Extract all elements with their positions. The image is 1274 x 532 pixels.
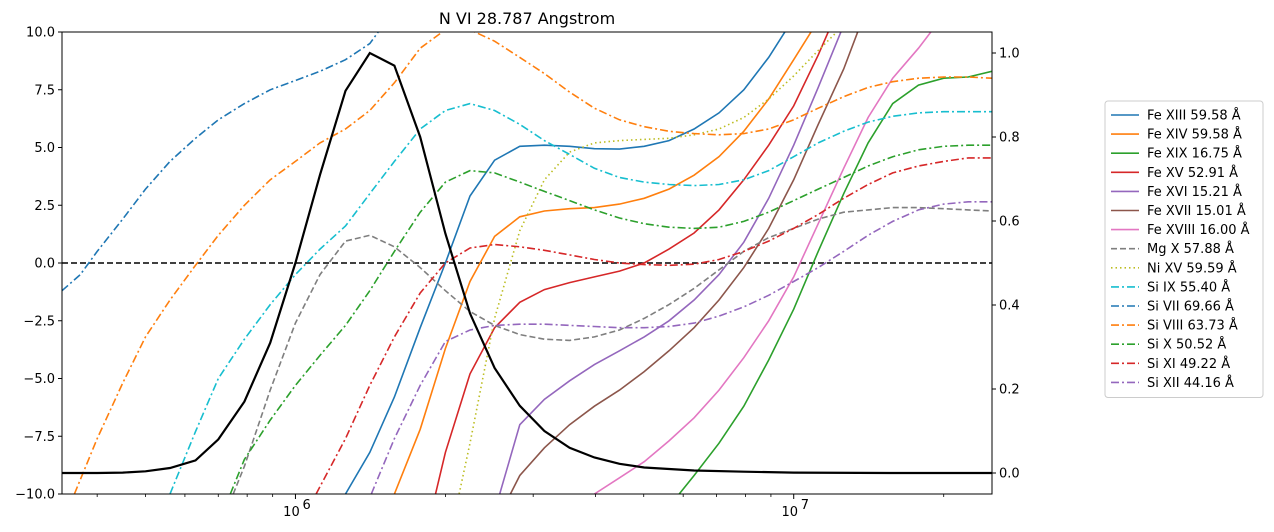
y-left-tick-label: −10.0 [15,488,55,503]
legend-label: Fe XIII 59.58 Å [1147,108,1241,124]
legend-label: Fe XVII 15.01 Å [1147,203,1246,219]
legend-entry: Fe XIII 59.58 Å [1111,108,1241,124]
series-line-2 [678,70,992,494]
legend-entry: Si VIII 63.73 Å [1111,318,1238,334]
y-right-tick-label: 0.0 [999,467,1020,482]
series-line-10 [62,32,380,292]
legend-entry: Si VII 69.66 Å [1111,299,1234,315]
legend-label: Fe XIV 59.58 Å [1147,127,1242,143]
y-left-tick-label: 0.0 [34,257,55,272]
legend-entry: Si XI 49.22 Å [1111,356,1230,372]
series-line-13 [315,157,992,494]
legend-label: Si IX 55.40 Å [1147,279,1230,295]
x-tick-label-exponent: 7 [801,498,809,513]
contribution-function-line [62,51,992,475]
legend-entry: Fe XVI 15.21 Å [1111,184,1242,200]
series-line-6 [593,32,932,494]
legend-entry: Fe XVII 15.01 Å [1111,203,1246,219]
legend-label: Fe XVI 15.21 Å [1147,184,1242,200]
legend-label: Fe XV 52.91 Å [1147,165,1238,181]
legend-entry: Fe XV 52.91 Å [1111,165,1238,181]
y-left-tick-label: 2.5 [34,199,55,214]
legend-entry: Si X 50.52 Å [1111,337,1226,353]
series-line-8 [458,32,838,494]
series-line-14 [370,201,992,494]
series-line-11 [73,32,992,494]
y-left-tick-label: −5.0 [23,372,55,387]
y-left-tick-label: 10.0 [26,26,55,41]
legend-label: Ni XV 59.59 Å [1147,260,1237,276]
legend-entry: Mg X 57.88 Å [1111,241,1234,257]
series-line-12 [229,144,992,494]
y-right-tick-label: 1.0 [999,47,1020,62]
series-line-0 [344,32,786,494]
legend-entry: Fe XVIII 16.00 Å [1111,222,1250,238]
legend-label: Si VIII 63.73 Å [1147,318,1238,334]
legend-entry: Fe XIX 16.75 Å [1111,146,1242,162]
axes: −10.0 −7.5 −5.0 −2.5 0.0 2.5 5.0 7.5 10.0 0.0 0.2 0… [15,26,1020,521]
legend-box [1104,100,1264,398]
legend-label: Si XII 44.16 Å [1147,375,1234,391]
y-right-tick-label: 0.6 [999,215,1020,230]
legend-entry: Si XII 44.16 Å [1111,375,1234,391]
y-right-tick-label: 0.2 [999,383,1020,398]
y-left-tick-label: 5.0 [34,141,55,156]
legend: Fe XIII 59.58 Å Fe XIV 59.58 Å Fe XIX 16.7… [1104,100,1264,398]
y-left-tick-label: −7.5 [23,430,55,445]
series-line-9 [169,102,992,494]
legend-entry: Si IX 55.40 Å [1111,279,1230,295]
plot-area [62,32,992,494]
legend-entry: Ni XV 59.59 Å [1111,260,1237,276]
series-line-7 [232,206,992,494]
legend-entry: Fe XIV 59.58 Å [1111,127,1242,143]
y-left-tick-label: −2.5 [23,314,55,329]
x-tick-label-exponent: 6 [302,498,310,513]
y-right-tick-label: 0.4 [999,299,1020,314]
series-line-4 [498,32,842,494]
legend-label: Mg X 57.88 Å [1147,241,1234,257]
x-tick-label: 10 [781,505,798,520]
x-tick-label: 10 [283,505,300,520]
chart-title: N VI 28.787 Angstrom [439,9,615,28]
series-line-5 [509,32,859,494]
legend-label: Si XI 49.22 Å [1147,356,1230,372]
legend-label: Si VII 69.66 Å [1147,299,1234,315]
legend-label: Si X 50.52 Å [1147,337,1226,353]
series-line-1 [393,32,812,494]
y-left-tick-label: 7.5 [34,83,55,98]
legend-label: Fe XIX 16.75 Å [1147,146,1242,162]
y-right-tick-label: 0.8 [999,131,1020,146]
series-line-3 [434,32,830,494]
legend-label: Fe XVIII 16.00 Å [1147,222,1250,238]
